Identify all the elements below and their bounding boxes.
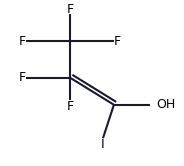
Text: OH: OH — [156, 98, 175, 111]
Text: F: F — [67, 100, 74, 113]
Text: F: F — [19, 35, 26, 48]
Text: F: F — [19, 71, 26, 84]
Text: I: I — [101, 138, 105, 151]
Text: F: F — [67, 3, 74, 16]
Text: F: F — [114, 35, 121, 48]
